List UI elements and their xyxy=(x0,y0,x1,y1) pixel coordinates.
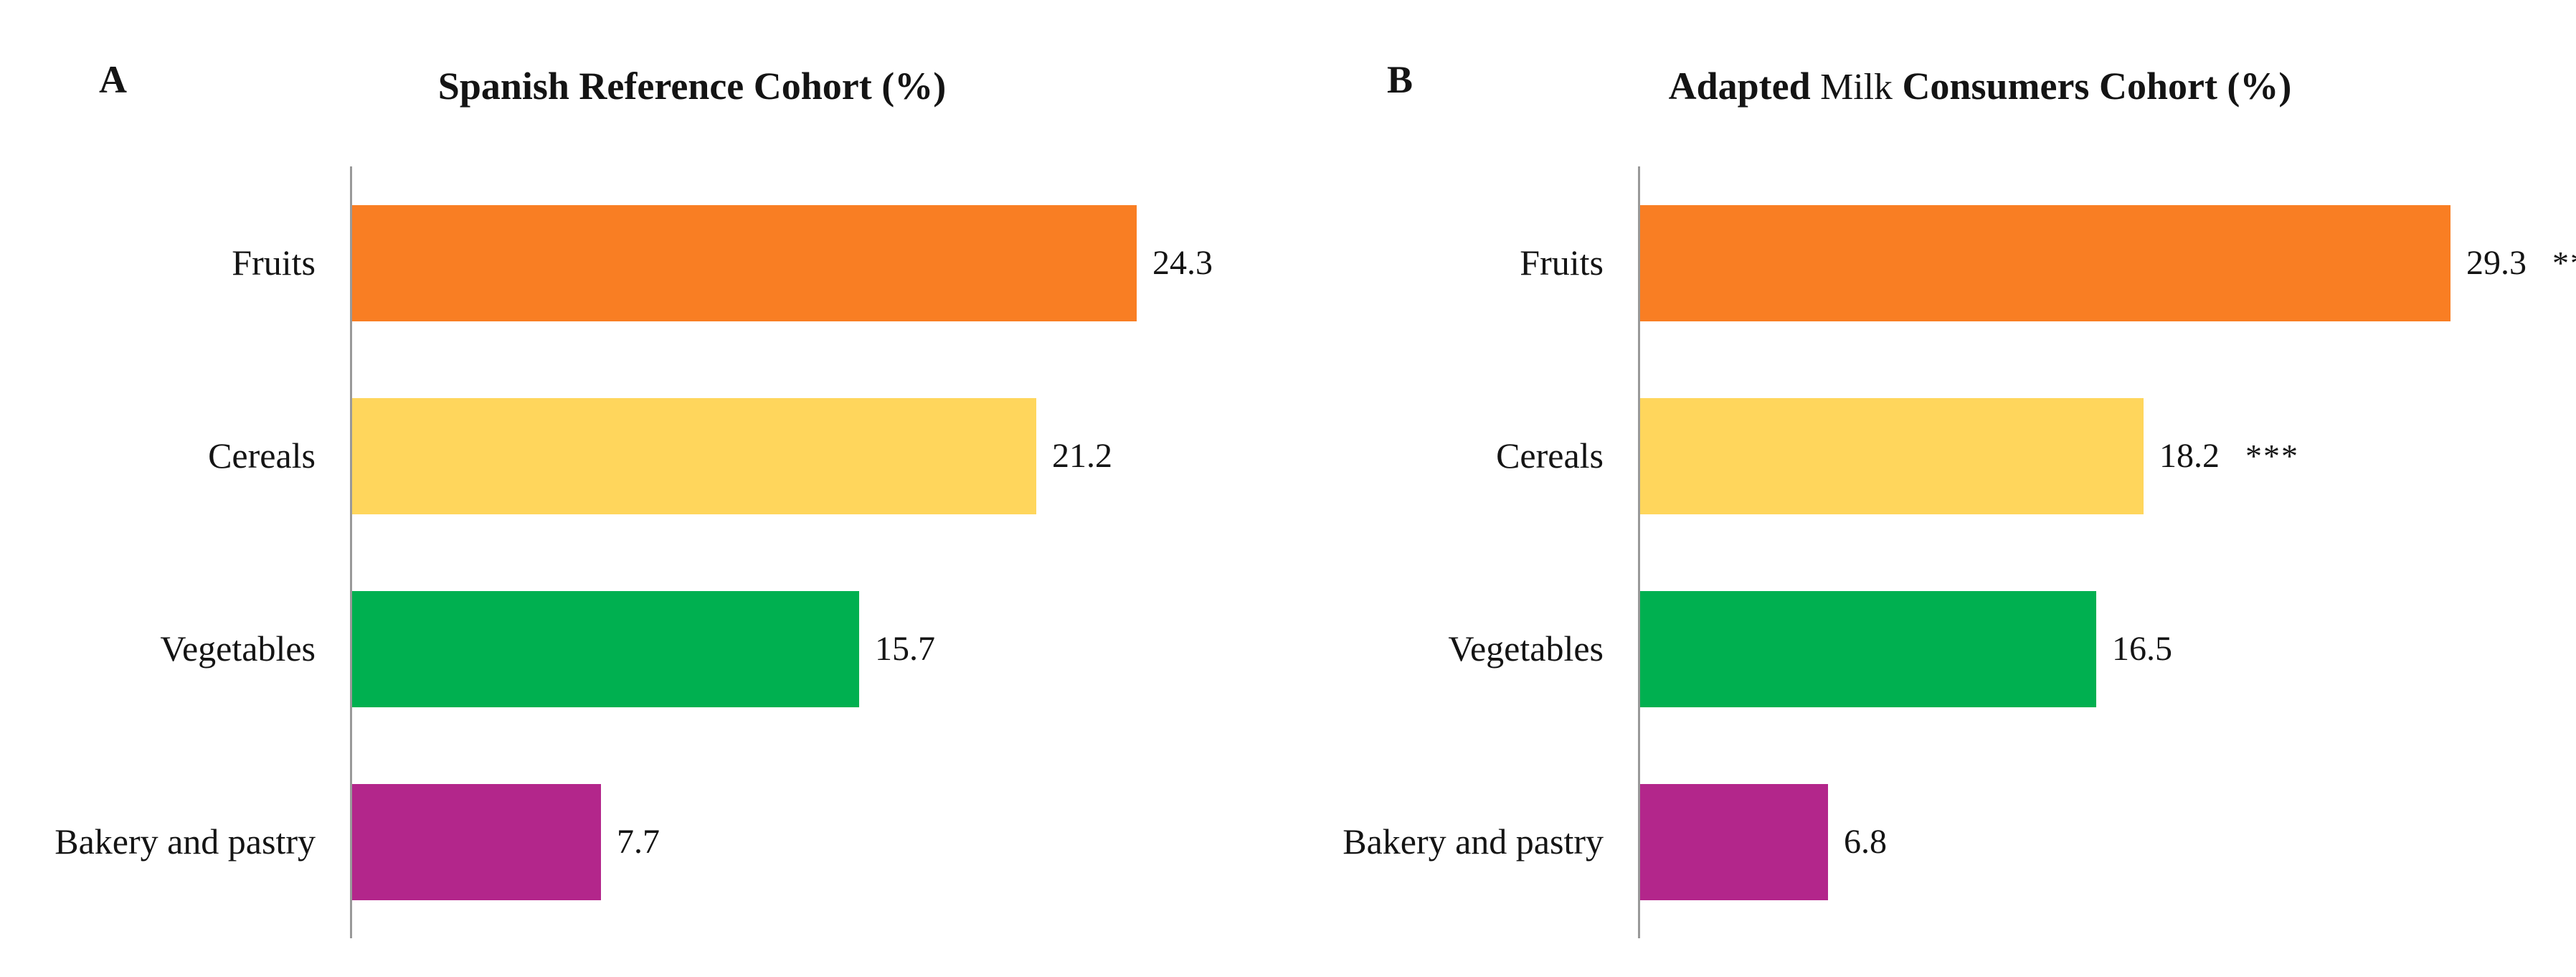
bar xyxy=(1640,783,1828,900)
significance-stars: *** xyxy=(2245,437,2299,474)
chart-title-part: Adapted xyxy=(1668,65,1821,108)
category-label: Vegetables xyxy=(1448,628,1604,669)
value-label: 7.7 xyxy=(617,822,660,861)
panel-b-chart-title: Adapted Milk Consumers Cohort (%) xyxy=(1396,66,2565,107)
category-label: Bakery and pastry xyxy=(1343,821,1604,862)
bar-row: Fruits 24.3 xyxy=(0,166,1288,359)
chart-title-part: Spanish Reference Cohort (%) xyxy=(437,65,947,108)
category-label: Fruits xyxy=(1520,242,1604,283)
plot-area-with-axis: 18.2 *** xyxy=(1638,359,2576,552)
bar-row: Bakery and pastry 6.8 xyxy=(1288,745,2576,938)
category-label: Fruits xyxy=(232,242,316,283)
panel-a: A Spanish Reference Cohort (%) Fruits 24.… xyxy=(0,58,1288,938)
bar-row: Bakery and pastry 7.7 xyxy=(0,745,1288,938)
bar xyxy=(1640,204,2450,321)
category-label: Cereals xyxy=(208,435,316,476)
significance-stars: *** xyxy=(2552,244,2576,281)
plot-area-with-axis: 24.3 xyxy=(350,166,1288,359)
plot-area-with-axis: 29.3 *** xyxy=(1638,166,2576,359)
chart-title-part: Milk xyxy=(1820,67,1893,108)
value-label: 21.2 xyxy=(1052,436,1112,475)
plot-area-with-axis: 15.7 xyxy=(350,552,1288,745)
value-label: 29.3 xyxy=(2466,243,2527,282)
chart-title-part: Consumers Cohort (%) xyxy=(1892,65,2292,108)
bar xyxy=(1640,590,2096,707)
panel-a-chart-title: Spanish Reference Cohort (%) xyxy=(108,66,1277,107)
bar xyxy=(352,783,601,900)
plot-area-with-axis: 21.2 xyxy=(350,359,1288,552)
plot-area-with-axis: 16.5 xyxy=(1638,552,2576,745)
panel-b-bar-chart: Fruits 29.3 *** Cereals 18.2 *** Vegetables 16.… xyxy=(1288,166,2576,938)
category-label: Cereals xyxy=(1496,435,1604,476)
panel-a-letter: A xyxy=(99,58,127,101)
bar xyxy=(1640,397,2144,514)
panel-b: B Adapted Milk Consumers Cohort (%) Frui… xyxy=(1288,0,2576,977)
bar xyxy=(352,590,859,707)
value-label: 24.3 xyxy=(1152,243,1213,282)
bar-row: Vegetables 15.7 xyxy=(0,552,1288,745)
plot-area-with-axis: 7.7 xyxy=(350,745,1288,938)
value-label: 18.2 xyxy=(2159,436,2220,475)
bar-row: Fruits 29.3 *** xyxy=(1288,166,2576,359)
value-label: 16.5 xyxy=(2112,629,2172,668)
bar xyxy=(352,397,1036,514)
category-label: Vegetables xyxy=(160,628,316,669)
plot-area-with-axis: 6.8 xyxy=(1638,745,2576,938)
value-label: 15.7 xyxy=(875,629,935,668)
value-label: 6.8 xyxy=(1844,822,1887,861)
panel-a-bar-chart: Fruits 24.3 Cereals 21.2 Vegetables 15.7 Baker… xyxy=(0,166,1288,938)
bar-row: Cereals 18.2 *** xyxy=(1288,359,2576,552)
bar-row: Cereals 21.2 xyxy=(0,359,1288,552)
category-label: Bakery and pastry xyxy=(55,821,316,862)
bar xyxy=(352,204,1137,321)
panel-b-letter: B xyxy=(1387,58,1414,101)
bar-row: Vegetables 16.5 xyxy=(1288,552,2576,745)
